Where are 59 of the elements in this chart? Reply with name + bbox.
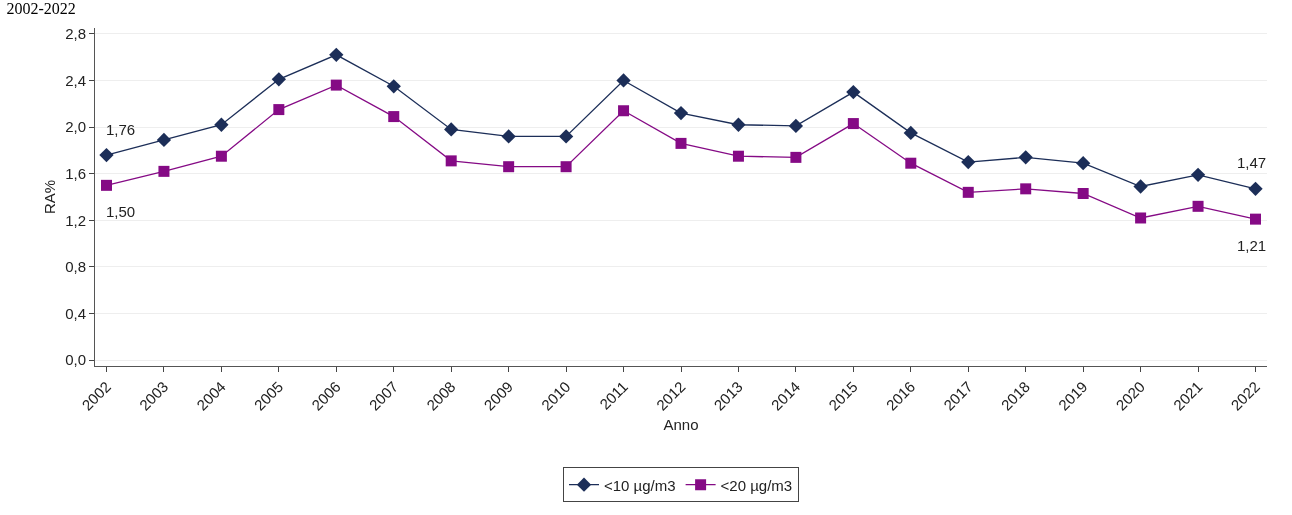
point: [560, 161, 572, 173]
data-label: 1,47: [1237, 154, 1267, 171]
point: [962, 186, 974, 198]
point: [100, 179, 112, 191]
point: [788, 118, 804, 134]
data-label: 1,50: [106, 203, 136, 220]
y-tick-label: 0,0: [65, 351, 86, 369]
point: [273, 104, 285, 116]
point: [503, 161, 515, 173]
legend-label: <10 µg/m3: [604, 476, 676, 494]
y-tick-label: 1,2: [65, 211, 86, 229]
point: [790, 151, 802, 163]
point: [616, 73, 631, 88]
point: [1018, 150, 1033, 165]
point: [846, 84, 861, 100]
point: [847, 118, 859, 130]
point: [158, 165, 170, 177]
point: [1250, 213, 1262, 225]
point: [1248, 181, 1263, 196]
y-tick-label: 2,4: [65, 71, 86, 89]
point: [675, 137, 687, 149]
point: [330, 79, 342, 91]
point: [214, 117, 229, 132]
point: [501, 129, 516, 144]
data-label: 1,21: [1237, 237, 1267, 254]
point: [961, 154, 976, 170]
y-tick-label: 0,4: [65, 304, 86, 322]
point: [388, 111, 400, 123]
point: [1135, 212, 1147, 224]
point: [1133, 179, 1148, 194]
point: [903, 125, 918, 141]
point: [1020, 183, 1032, 195]
point: [386, 79, 401, 94]
point: [215, 150, 227, 162]
point: [444, 122, 459, 137]
y-tick-label: 2,0: [65, 118, 86, 136]
y-tick-label: 1,6: [65, 164, 86, 182]
x-axis-title: Anno: [663, 415, 699, 433]
point: [156, 132, 172, 148]
point: [1077, 188, 1089, 199]
point: [329, 47, 344, 62]
point: [1192, 200, 1204, 212]
point: [1190, 167, 1206, 183]
y-tick-label: 0,8: [65, 258, 86, 276]
point: [618, 105, 630, 117]
chart-title: 2002-2022: [6, 0, 76, 17]
point: [673, 105, 689, 121]
y-tick-label: 2,8: [65, 25, 86, 43]
point: [271, 72, 286, 87]
data-label: 1,76: [106, 121, 136, 138]
point: [731, 117, 746, 132]
point: [558, 129, 574, 144]
point: [732, 150, 744, 162]
y-axis-title: RA%: [41, 179, 58, 215]
legend-label: <20 µg/m3: [720, 476, 793, 494]
point: [99, 147, 114, 163]
point: [445, 155, 457, 167]
point: [905, 157, 917, 169]
point: [1076, 156, 1091, 171]
